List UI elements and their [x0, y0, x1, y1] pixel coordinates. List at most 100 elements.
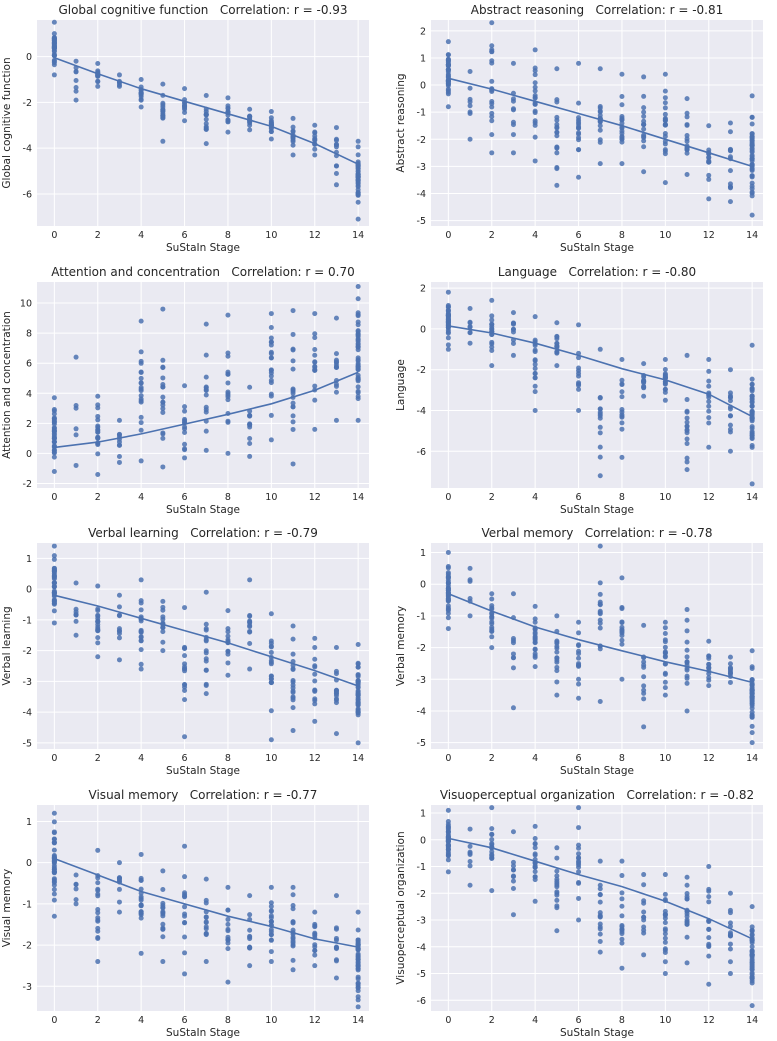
data-point — [73, 354, 79, 360]
x-tick-label: 2 — [95, 230, 101, 241]
x-tick-label: 2 — [489, 1015, 495, 1026]
data-point — [160, 616, 166, 622]
chart-title: Abstract reasoning Correlation: r = -0.8… — [471, 3, 724, 17]
data-point — [597, 395, 603, 401]
data-point — [489, 48, 495, 54]
data-point — [51, 913, 57, 919]
data-point — [489, 591, 495, 597]
x-tick-label: 4 — [532, 492, 538, 503]
data-point — [182, 661, 188, 667]
data-point — [160, 598, 166, 604]
data-point — [355, 1004, 361, 1010]
data-point — [532, 375, 538, 381]
data-point — [532, 84, 538, 90]
data-point — [706, 943, 712, 949]
trend-line — [448, 592, 753, 684]
data-point — [597, 123, 603, 129]
data-point — [619, 624, 625, 630]
data-point — [51, 556, 57, 562]
data-point — [51, 847, 57, 853]
data-point — [445, 843, 451, 849]
data-point — [290, 967, 296, 973]
data-point — [489, 855, 495, 861]
data-point — [225, 946, 231, 952]
data-point — [576, 643, 582, 649]
data-point — [532, 603, 538, 609]
data-point — [312, 635, 318, 641]
data-point — [684, 675, 690, 681]
data-point — [489, 363, 495, 369]
scatter-points — [445, 20, 755, 218]
data-point — [268, 109, 274, 115]
data-point — [641, 909, 647, 915]
data-point — [532, 823, 538, 829]
data-point — [554, 897, 560, 903]
data-point — [445, 571, 451, 577]
data-point — [489, 888, 495, 894]
data-point — [532, 347, 538, 353]
data-point — [467, 324, 473, 330]
x-tick-label: 2 — [489, 753, 495, 764]
data-point — [247, 114, 253, 120]
y-axis-label: Attention and concentration — [1, 311, 13, 459]
data-point — [203, 926, 209, 932]
data-point — [355, 909, 361, 915]
data-point — [225, 633, 231, 639]
data-point — [749, 740, 755, 746]
data-point — [619, 412, 625, 418]
x-tick-label: 8 — [225, 1015, 231, 1026]
x-tick-label: 0 — [51, 492, 57, 503]
data-point — [619, 931, 625, 937]
data-point — [182, 734, 188, 740]
data-point — [706, 383, 712, 389]
data-point — [51, 415, 57, 421]
data-point — [225, 389, 231, 395]
data-point — [116, 899, 122, 905]
data-point — [116, 886, 122, 892]
data-point — [641, 121, 647, 127]
data-point — [706, 927, 712, 933]
data-point — [95, 83, 101, 89]
data-point — [510, 60, 516, 66]
data-point — [290, 697, 296, 703]
x-tick-label: 10 — [265, 753, 277, 764]
data-point — [73, 69, 79, 75]
data-point — [684, 890, 690, 896]
data-point — [684, 882, 690, 888]
data-point — [619, 873, 625, 879]
data-point — [138, 851, 144, 857]
data-point — [312, 426, 318, 432]
data-point — [203, 93, 209, 99]
data-point — [203, 374, 209, 380]
data-point — [662, 180, 668, 186]
data-point — [116, 431, 122, 437]
data-point — [73, 77, 79, 83]
chart-panel-7: 0 2 4 6 8 10 12 14 -3 -2 -1 0 1 Visual memory Correla… — [1, 788, 369, 1039]
data-point — [706, 864, 712, 870]
data-point — [95, 918, 101, 924]
data-point — [312, 137, 318, 143]
data-point — [268, 884, 274, 890]
y-tick-label: 1 — [26, 817, 32, 828]
x-tick-label: 10 — [659, 1015, 671, 1026]
data-point — [489, 118, 495, 124]
data-point — [51, 449, 57, 455]
data-point — [684, 913, 690, 919]
data-point — [203, 392, 209, 398]
data-point — [597, 926, 603, 932]
data-point — [95, 886, 101, 892]
data-point — [290, 892, 296, 898]
data-point — [203, 691, 209, 697]
data-point — [641, 138, 647, 144]
data-point — [247, 640, 253, 646]
data-point — [355, 641, 361, 647]
data-point — [182, 653, 188, 659]
data-point — [467, 613, 473, 619]
data-point — [182, 429, 188, 435]
data-point — [268, 311, 274, 317]
data-point — [290, 682, 296, 688]
data-point — [684, 397, 690, 403]
data-point — [333, 389, 339, 395]
data-point — [290, 677, 296, 683]
y-tick-label: 0 — [420, 835, 426, 846]
